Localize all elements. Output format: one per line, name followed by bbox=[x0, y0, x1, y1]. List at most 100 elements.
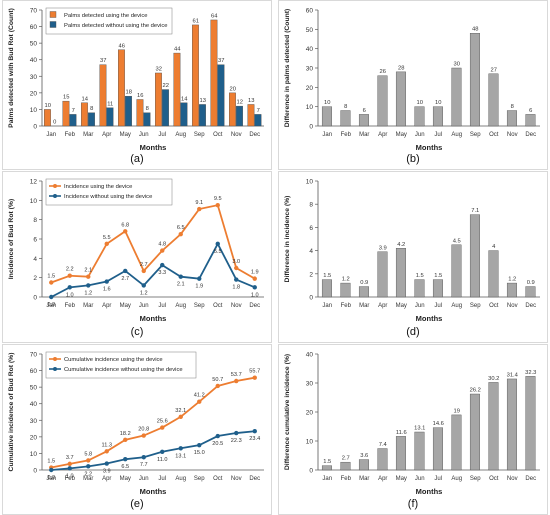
x-tick-label: Dec bbox=[249, 476, 260, 482]
data-point bbox=[252, 375, 257, 380]
bar bbox=[395, 436, 406, 471]
panel-frame bbox=[278, 0, 548, 170]
x-tick-label: Sep bbox=[194, 303, 205, 309]
data-label: 0 bbox=[53, 120, 56, 126]
bar bbox=[321, 279, 332, 298]
bar bbox=[236, 105, 243, 127]
data-label: 22 bbox=[163, 83, 169, 89]
data-label: 3.9 bbox=[103, 469, 111, 475]
y-axis-label: Cumulative incidence of Bud Rot (%) bbox=[8, 353, 15, 472]
data-point bbox=[104, 279, 109, 284]
data-label: 1.2 bbox=[140, 290, 148, 296]
y-tick-label: 50 bbox=[30, 41, 38, 48]
x-tick-label: Nov bbox=[231, 303, 242, 309]
x-tick-label: Jan bbox=[46, 132, 56, 138]
bar bbox=[506, 378, 517, 471]
data-point bbox=[141, 268, 146, 274]
panel-label: (e) bbox=[130, 498, 143, 510]
x-tick-label: Feb bbox=[65, 132, 76, 138]
x-axis-label: Months bbox=[416, 143, 443, 152]
data-point bbox=[123, 437, 128, 443]
chart-panel: 0 10 20 30 40 Jan Feb Mar Apr May Jun Jul Aug Sep Oct N… bbox=[278, 344, 548, 515]
legend: Incidence using the device Incidence with… bbox=[45, 178, 173, 206]
data-label: 10 bbox=[435, 100, 441, 106]
x-tick-label: Sep bbox=[470, 132, 481, 138]
data-label: 50.7 bbox=[212, 377, 223, 383]
data-label: 7.4 bbox=[379, 442, 388, 448]
x-tick-label: Dec bbox=[249, 132, 260, 138]
data-label: 1.0 bbox=[251, 292, 259, 298]
x-axis-label: Months bbox=[140, 143, 167, 152]
data-label: 2.1 bbox=[84, 268, 92, 274]
y-axis-label: Difference in incidence (%) bbox=[284, 196, 291, 283]
data-label: 32.3 bbox=[525, 370, 536, 376]
x-tick-label: May bbox=[396, 476, 407, 482]
data-point bbox=[67, 285, 72, 290]
x-tick-label: Aug bbox=[451, 303, 462, 309]
data-label: 20 bbox=[230, 86, 236, 92]
legend: Palms detected using the device Palms det… bbox=[45, 7, 173, 35]
data-label: 1.5 bbox=[323, 459, 331, 465]
y-tick-label: 8 bbox=[309, 202, 313, 209]
bar bbox=[358, 286, 369, 298]
bar bbox=[217, 64, 225, 127]
y-tick-label: 10 bbox=[306, 104, 314, 111]
data-label: 1.2 bbox=[342, 277, 350, 283]
x-tick-label: May bbox=[396, 303, 407, 309]
bar bbox=[525, 286, 536, 298]
data-label: 1.9 bbox=[251, 270, 259, 276]
legend-marker bbox=[53, 357, 57, 361]
legend: Cumulative incidence using the device Cum… bbox=[45, 351, 197, 379]
x-tick-label: Nov bbox=[231, 476, 242, 482]
data-point bbox=[141, 455, 146, 460]
data-label: 12 bbox=[237, 100, 243, 106]
bar bbox=[358, 114, 369, 127]
x-tick-label: Aug bbox=[451, 132, 462, 138]
bar bbox=[210, 19, 218, 127]
legend-label: Cumulative incidence without using the d… bbox=[64, 367, 183, 373]
data-label: 30.2 bbox=[488, 376, 499, 382]
data-label: 6.8 bbox=[121, 222, 129, 228]
data-point bbox=[197, 399, 202, 404]
x-tick-label: Sep bbox=[194, 132, 205, 138]
legend-marker bbox=[53, 367, 57, 371]
x-tick-label: Oct bbox=[489, 476, 499, 482]
x-tick-label: Jan bbox=[322, 476, 332, 482]
data-label: 15.0 bbox=[194, 450, 205, 456]
data-point bbox=[215, 383, 220, 389]
data-point bbox=[104, 241, 109, 247]
x-tick-label: Apr bbox=[378, 303, 387, 309]
x-axis-label: Months bbox=[140, 487, 167, 496]
data-label: 6 bbox=[363, 108, 366, 114]
x-tick-label: Jul bbox=[434, 303, 442, 309]
y-tick-label: 40 bbox=[30, 57, 38, 64]
data-label: 7 bbox=[257, 108, 260, 114]
data-label: 1.0 bbox=[66, 292, 74, 298]
data-label: 1.5 bbox=[47, 274, 55, 280]
bar bbox=[118, 49, 125, 127]
y-tick-label: 30 bbox=[306, 66, 314, 73]
y-tick-label: 10 bbox=[30, 198, 38, 205]
data-label: 7.1 bbox=[471, 208, 479, 214]
data-label: 14 bbox=[181, 96, 188, 102]
legend-marker bbox=[53, 194, 57, 198]
bar bbox=[358, 459, 369, 471]
data-point bbox=[234, 265, 239, 271]
data-point bbox=[104, 449, 109, 454]
data-label: 4.8 bbox=[158, 242, 166, 248]
bar bbox=[469, 214, 480, 298]
data-label: 1.2 bbox=[84, 290, 92, 296]
bar bbox=[451, 67, 462, 127]
bar bbox=[321, 106, 332, 127]
panel-label: (b) bbox=[406, 153, 419, 165]
x-tick-label: Aug bbox=[175, 132, 186, 138]
data-point bbox=[49, 294, 54, 300]
x-tick-label: Apr bbox=[102, 476, 111, 482]
data-point bbox=[160, 262, 165, 268]
bar bbox=[192, 24, 199, 127]
y-tick-label: 2 bbox=[33, 275, 37, 282]
x-tick-label: Oct bbox=[213, 132, 223, 138]
chart-panel: 0 2 4 6 8 10 Jan Feb Mar Apr May Jun Jul Aug Sep Oct Nov… bbox=[278, 171, 548, 343]
